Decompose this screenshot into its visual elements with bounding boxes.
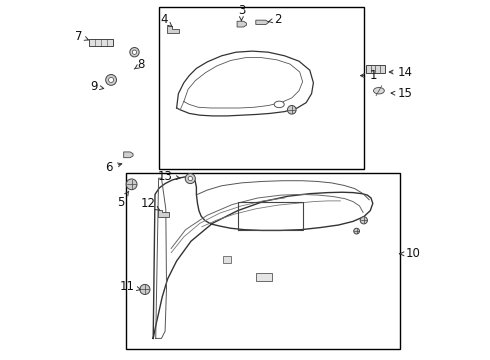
Text: 6: 6 — [105, 161, 122, 174]
Bar — [366, 65, 385, 73]
Circle shape — [360, 217, 368, 224]
Text: 10: 10 — [399, 247, 420, 260]
Circle shape — [132, 50, 137, 54]
Text: 15: 15 — [391, 87, 413, 100]
Text: 8: 8 — [134, 58, 145, 71]
Polygon shape — [157, 210, 169, 217]
Bar — [126, 173, 400, 349]
Circle shape — [106, 75, 117, 85]
Text: 11: 11 — [120, 280, 141, 293]
Circle shape — [185, 174, 196, 184]
Polygon shape — [237, 21, 246, 27]
Circle shape — [288, 105, 296, 114]
Text: 12: 12 — [141, 197, 160, 210]
Circle shape — [354, 228, 360, 234]
Circle shape — [188, 176, 193, 181]
Ellipse shape — [373, 87, 384, 94]
Bar — [256, 273, 272, 281]
Bar — [223, 256, 231, 263]
Text: 3: 3 — [238, 4, 245, 21]
Polygon shape — [123, 152, 133, 158]
Circle shape — [130, 48, 139, 57]
Text: 9: 9 — [90, 80, 104, 93]
Bar — [89, 39, 113, 46]
Text: 2: 2 — [268, 13, 281, 26]
Circle shape — [140, 284, 150, 294]
Ellipse shape — [274, 101, 284, 108]
Text: 13: 13 — [157, 170, 180, 183]
Text: 4: 4 — [160, 13, 172, 27]
Text: 1: 1 — [361, 69, 377, 82]
Bar — [159, 7, 364, 169]
Circle shape — [126, 179, 137, 190]
Polygon shape — [167, 26, 179, 33]
Circle shape — [109, 77, 114, 82]
Text: 5: 5 — [117, 191, 129, 209]
Text: 14: 14 — [389, 66, 413, 78]
Polygon shape — [256, 20, 269, 24]
Text: 7: 7 — [75, 30, 89, 42]
